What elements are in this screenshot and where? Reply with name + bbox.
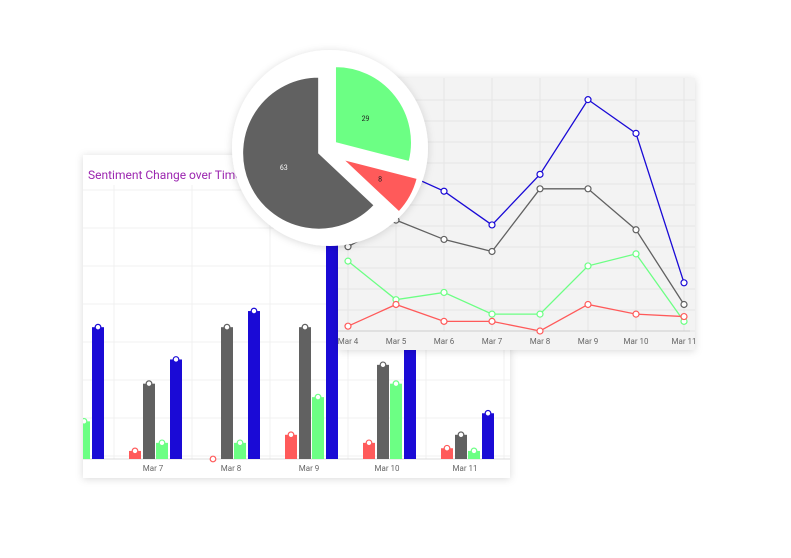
line-marker	[584, 262, 592, 270]
line-marker	[392, 300, 400, 309]
line-marker	[680, 312, 688, 321]
line-marker	[488, 310, 496, 318]
x-tick-label: Mar 6	[434, 337, 455, 346]
bar	[441, 448, 453, 459]
line-marker	[632, 226, 640, 234]
line-marker	[488, 317, 496, 325]
pie-label: 29	[362, 115, 370, 123]
bar-marker	[131, 447, 139, 455]
bar-marker	[172, 356, 180, 363]
line-marker	[536, 327, 544, 335]
pie-label: 8	[378, 176, 382, 184]
bar-marker	[287, 431, 295, 439]
x-tick-label: Mar 8	[530, 337, 551, 346]
bar-marker	[314, 393, 322, 401]
x-tick-label: Mar 4	[338, 337, 359, 346]
line-marker	[632, 129, 640, 137]
bar	[312, 397, 324, 459]
pie-slice	[334, 66, 412, 163]
x-tick-label: Mar 9	[578, 337, 599, 346]
line-marker	[440, 187, 448, 195]
bar-marker	[145, 380, 153, 388]
bar-marker	[392, 380, 400, 388]
line-marker	[584, 96, 592, 104]
line-marker	[584, 300, 592, 309]
bar-marker	[94, 323, 102, 331]
chart-title: Sentiment Change over Time	[88, 168, 242, 182]
bar	[299, 327, 311, 459]
x-tick-label: Mar 8	[221, 464, 242, 473]
line-marker	[344, 322, 352, 330]
line-marker	[440, 235, 448, 244]
bar	[363, 442, 375, 459]
line-marker	[632, 250, 640, 258]
line-marker	[584, 185, 592, 193]
bar	[129, 450, 141, 459]
bar-marker	[54, 443, 60, 449]
line-marker	[344, 257, 352, 265]
pie-label: 63	[280, 164, 288, 172]
bar-marker	[301, 323, 309, 331]
bar-marker	[470, 447, 478, 455]
bar-plot: Mar 7 Mar 8 Mar 9 Mar 10 Mar 11	[51, 185, 510, 473]
line-marker	[680, 279, 688, 287]
x-tick-label: Mar 10	[374, 464, 400, 473]
bar	[482, 413, 494, 459]
bar-marker	[68, 376, 74, 382]
x-tick-label: Mar 9	[299, 464, 320, 473]
line-series	[347, 303, 685, 332]
bar	[65, 378, 77, 459]
bar	[51, 446, 63, 459]
x-tick-label: Mar 10	[623, 337, 649, 346]
bar	[248, 311, 260, 459]
bar	[285, 434, 297, 459]
bar-marker	[83, 417, 88, 425]
pie-panel: 29 8 63	[232, 50, 428, 246]
bar-marker	[250, 307, 258, 315]
line-series	[347, 253, 685, 322]
bar-marker	[457, 431, 465, 439]
bar-marker	[379, 361, 387, 369]
bar-marker	[223, 323, 231, 331]
bar-marker	[158, 439, 166, 447]
bar-marker	[365, 439, 373, 447]
line-marker	[680, 300, 688, 309]
bar	[390, 383, 402, 459]
bar	[326, 216, 338, 459]
line-marker	[440, 317, 448, 325]
x-tick-label: Mar 7	[482, 337, 503, 346]
bar-marker	[484, 409, 492, 417]
bar	[143, 383, 155, 459]
bar-marker	[209, 455, 217, 463]
bar	[170, 359, 182, 459]
x-tick-label: Mar 11	[452, 464, 477, 473]
bar	[156, 442, 168, 459]
line-marker	[488, 247, 496, 256]
line-marker	[536, 185, 544, 193]
line-marker	[440, 288, 448, 297]
pie-slice	[343, 159, 418, 213]
x-tick-label: Mar 11	[671, 337, 696, 346]
line-marker	[488, 221, 496, 229]
bar	[377, 364, 389, 459]
bar	[234, 442, 246, 459]
line-series	[347, 188, 685, 305]
pie-slice	[242, 76, 375, 230]
bar	[455, 434, 467, 459]
bar	[468, 450, 480, 459]
bar-marker	[443, 444, 451, 452]
bar	[83, 421, 90, 459]
x-tick-label: Mar 5	[386, 337, 407, 346]
bar	[221, 327, 233, 459]
line-marker	[632, 310, 640, 318]
line-marker	[536, 170, 544, 178]
bar-marker	[236, 439, 244, 447]
x-tick-label: Mar 7	[143, 464, 164, 473]
bar	[92, 327, 104, 459]
line-marker	[536, 310, 544, 318]
